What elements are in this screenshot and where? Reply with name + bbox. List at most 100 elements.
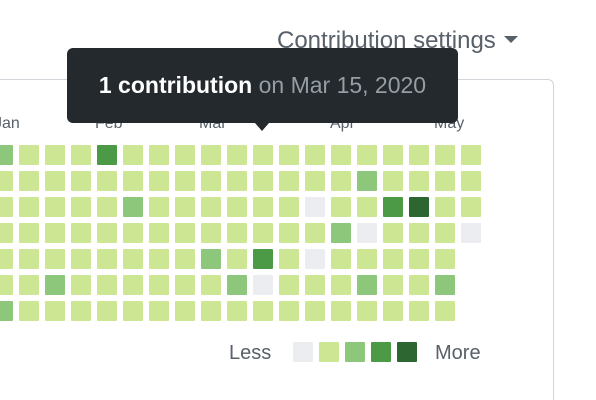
contribution-cell[interactable] — [97, 301, 117, 321]
contribution-cell[interactable] — [357, 301, 377, 321]
contribution-cell[interactable] — [71, 275, 91, 295]
contribution-cell[interactable] — [279, 197, 299, 217]
contribution-cell[interactable] — [279, 301, 299, 321]
contribution-cell[interactable] — [97, 197, 117, 217]
contribution-cell[interactable] — [97, 223, 117, 243]
contribution-cell[interactable] — [201, 301, 221, 321]
contribution-cell[interactable] — [253, 223, 273, 243]
contribution-cell[interactable] — [201, 197, 221, 217]
contribution-cell[interactable] — [201, 275, 221, 295]
contribution-cell[interactable] — [45, 275, 65, 295]
contribution-cell[interactable] — [461, 171, 481, 191]
contribution-cell[interactable] — [279, 275, 299, 295]
contribution-cell[interactable] — [331, 197, 351, 217]
contribution-cell[interactable] — [253, 301, 273, 321]
contribution-cell[interactable] — [175, 301, 195, 321]
contribution-cell[interactable] — [45, 171, 65, 191]
contribution-cell[interactable] — [149, 197, 169, 217]
contribution-cell[interactable] — [409, 171, 429, 191]
contribution-cell[interactable] — [227, 275, 247, 295]
contribution-cell[interactable] — [357, 223, 377, 243]
contribution-cell[interactable] — [435, 249, 455, 269]
contribution-cell[interactable] — [71, 145, 91, 165]
contribution-cell[interactable] — [97, 249, 117, 269]
contribution-cell[interactable] — [331, 249, 351, 269]
contribution-cell[interactable] — [123, 223, 143, 243]
contribution-cell[interactable] — [409, 275, 429, 295]
contribution-cell[interactable] — [227, 223, 247, 243]
contribution-cell[interactable] — [383, 249, 403, 269]
contribution-cell[interactable] — [253, 171, 273, 191]
contribution-cell[interactable] — [19, 275, 39, 295]
contribution-cell[interactable] — [71, 223, 91, 243]
contribution-cell[interactable] — [331, 223, 351, 243]
contribution-cell[interactable] — [201, 223, 221, 243]
contribution-cell[interactable] — [0, 223, 13, 243]
contribution-cell[interactable] — [175, 197, 195, 217]
contribution-cell[interactable] — [19, 223, 39, 243]
contribution-cell[interactable] — [331, 171, 351, 191]
contribution-cell[interactable] — [253, 145, 273, 165]
contribution-cell[interactable] — [71, 171, 91, 191]
contribution-cell[interactable] — [461, 145, 481, 165]
contribution-cell[interactable] — [435, 171, 455, 191]
contribution-cell[interactable] — [227, 171, 247, 191]
contribution-cell[interactable] — [435, 301, 455, 321]
contribution-cell[interactable] — [383, 223, 403, 243]
contribution-cell[interactable] — [305, 275, 325, 295]
contribution-cell[interactable] — [149, 171, 169, 191]
contribution-cell[interactable] — [123, 275, 143, 295]
contribution-cell[interactable] — [409, 249, 429, 269]
contribution-cell[interactable] — [227, 145, 247, 165]
contribution-cell[interactable] — [383, 275, 403, 295]
contribution-cell[interactable] — [383, 197, 403, 217]
contribution-cell[interactable] — [45, 249, 65, 269]
contribution-cell[interactable] — [149, 223, 169, 243]
contribution-cell[interactable] — [461, 223, 481, 243]
contribution-cell[interactable] — [0, 171, 13, 191]
contribution-cell[interactable] — [149, 275, 169, 295]
contribution-cell[interactable] — [357, 171, 377, 191]
contribution-cell[interactable] — [331, 275, 351, 295]
contribution-cell[interactable] — [201, 171, 221, 191]
contribution-cell[interactable] — [409, 301, 429, 321]
contribution-cell[interactable] — [0, 249, 13, 269]
contribution-cell[interactable] — [357, 249, 377, 269]
contribution-cell[interactable] — [123, 171, 143, 191]
contribution-cell[interactable] — [435, 145, 455, 165]
contribution-cell[interactable] — [305, 197, 325, 217]
contribution-cell[interactable] — [409, 197, 429, 217]
contribution-cell[interactable] — [409, 145, 429, 165]
contribution-cell[interactable] — [175, 171, 195, 191]
contribution-cell[interactable] — [71, 249, 91, 269]
contribution-cell[interactable] — [383, 145, 403, 165]
contribution-cell[interactable] — [0, 197, 13, 217]
contribution-cell[interactable] — [357, 275, 377, 295]
contribution-cell[interactable] — [331, 301, 351, 321]
contribution-cell[interactable] — [19, 145, 39, 165]
contribution-cell[interactable] — [97, 275, 117, 295]
contribution-cell[interactable] — [331, 145, 351, 165]
contribution-cell[interactable] — [0, 275, 13, 295]
contribution-cell[interactable] — [409, 223, 429, 243]
contribution-cell[interactable] — [227, 197, 247, 217]
contribution-cell[interactable] — [305, 301, 325, 321]
contribution-cell[interactable] — [435, 275, 455, 295]
contribution-cell[interactable] — [279, 223, 299, 243]
contribution-cell[interactable] — [45, 223, 65, 243]
contribution-cell[interactable] — [305, 145, 325, 165]
contribution-cell[interactable] — [279, 171, 299, 191]
contribution-cell[interactable] — [45, 197, 65, 217]
contribution-cell[interactable] — [149, 145, 169, 165]
contribution-cell[interactable] — [19, 301, 39, 321]
contribution-cell[interactable] — [45, 145, 65, 165]
contribution-cell[interactable] — [71, 197, 91, 217]
contribution-cell[interactable] — [175, 249, 195, 269]
contribution-cell[interactable] — [227, 249, 247, 269]
contribution-cell[interactable] — [383, 171, 403, 191]
contribution-cell[interactable] — [149, 249, 169, 269]
contribution-cell[interactable] — [253, 249, 273, 269]
contribution-cell[interactable] — [201, 249, 221, 269]
contribution-cell[interactable] — [175, 223, 195, 243]
contribution-cell[interactable] — [123, 145, 143, 165]
